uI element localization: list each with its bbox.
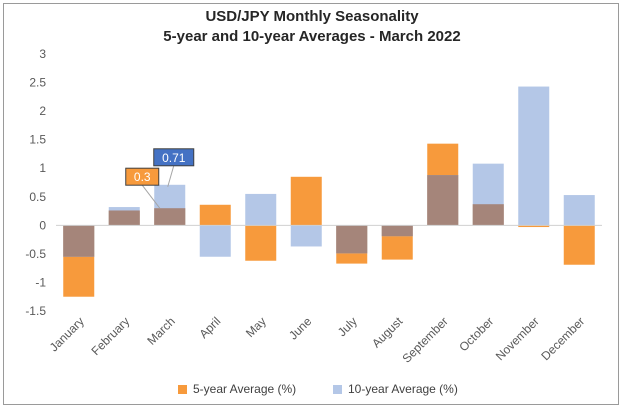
callout-label: 0.3 [134,170,151,184]
bar-overlap-january [63,225,95,257]
y-tick-label: -1.5 [25,304,46,318]
five-year-bars [63,143,595,297]
y-tick-label: 2 [39,104,46,118]
bar-10yr-april [199,225,231,257]
y-tick-label: 1 [39,161,46,175]
bar-10yr-june [290,225,322,247]
data-callouts: 0.3 0.71 [125,148,195,209]
x-tick-label-november: November [493,314,542,363]
bar-overlap-february [108,210,140,226]
x-tick-label-january: January [47,314,87,354]
y-tick-label: 1.5 [29,133,46,147]
callout-label: 0.71 [162,151,186,165]
bar-overlap-july [336,225,368,254]
callout-box [153,148,195,167]
overlap-bars [63,175,504,257]
chart-title: USD/JPY Monthly Seasonality [205,8,419,25]
legend-swatch-five-year [178,384,187,394]
y-tick-label: -1 [35,275,46,289]
y-tick-label: -0.5 [25,247,46,261]
x-axis-labels: January February March April May June July Augu… [47,314,588,366]
bar-5yr-april [199,204,231,226]
callout-box [125,167,160,186]
callout-leader [167,165,175,187]
bar-10yr-december [563,195,595,226]
x-tick-label-october: October [456,314,496,354]
x-tick-label-july: July [335,314,360,339]
legend: 5-year Average (%) 10-year Average (%) [0,382,624,402]
x-tick-label-june: June [286,314,315,343]
bar-5yr-december [563,225,595,265]
bar-overlap-march [154,208,186,226]
legend-swatch-ten-year [333,384,342,394]
chart-subtitle: 5-year and 10-year Averages - March 2022 [163,28,461,45]
bar-overlap-august [381,225,413,237]
bar-5yr-november [518,225,550,228]
legend-label-ten-year: 10-year Average (%) [348,382,458,396]
bar-10yr-november [518,86,550,226]
bar-overlap-october [472,204,504,226]
y-tick-label: 2.5 [29,76,46,90]
bar-10yr-may [245,193,277,226]
legend-label-five-year: 5-year Average (%) [193,382,297,396]
y-axis: 3 2.5 2 1.5 1 0.5 0 -0.5 -1 -1.5 [25,47,46,318]
bar-5yr-may [245,225,277,261]
x-tick-label-february: February [89,314,133,358]
legend-item-five-year: 5-year Average (%) [178,382,296,396]
bar-5yr-june [290,176,322,226]
y-tick-label: 0.5 [29,190,46,204]
y-tick-label: 3 [39,47,46,61]
callout-leader [141,184,161,209]
x-tick-label-august: August [369,314,406,351]
legend-item-ten-year: 10-year Average (%) [333,382,458,396]
x-tick-label-december: December [538,314,587,363]
x-tick-label-september: September [399,314,450,365]
x-tick-label-april: April [196,314,223,341]
y-tick-label: 0 [39,218,46,232]
bar-overlap-september [427,175,459,226]
x-tick-label-may: May [243,314,269,340]
x-tick-label-march: March [144,314,177,347]
